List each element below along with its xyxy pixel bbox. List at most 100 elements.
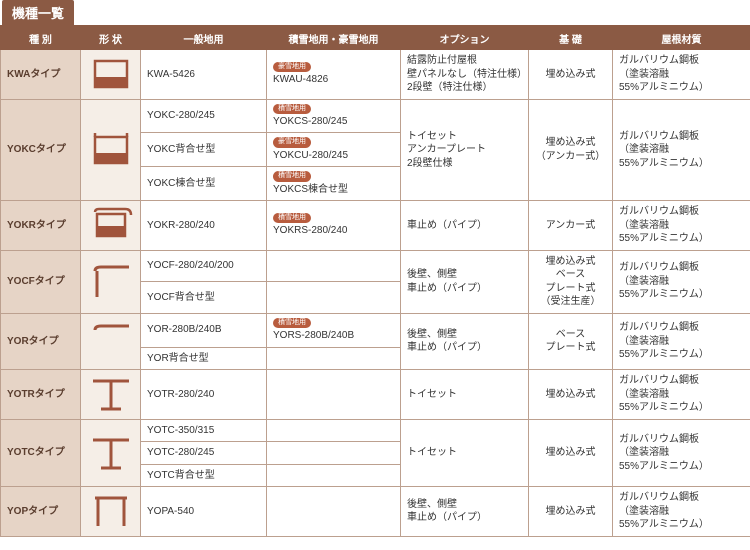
snow-model: KWAU-4826 — [273, 73, 328, 87]
table-row: YOPタイプ YOPA-540 後壁、側壁車止め（パイプ）埋め込み式ガルバリウム鋼板… — [1, 487, 750, 537]
option-cell: 車止め（パイプ） — [401, 201, 529, 251]
snow-cell — [267, 347, 401, 370]
shape-icon — [83, 492, 138, 530]
table-row: YORタイプYOR-280B/240B積雪地用YORS-280B/240B後壁、… — [1, 313, 750, 347]
option-cell: トイセットアンカープレート2段壁仕様 — [401, 99, 529, 201]
snow-cell — [267, 419, 401, 442]
option-cell: トイセット — [401, 419, 529, 487]
badge-heavy: 豪雪地用 — [273, 62, 311, 72]
general-cell: YOTC背合せ型 — [141, 464, 267, 487]
shape-cell — [81, 419, 141, 487]
table-row: KWAタイプKWA-5426豪雪地用KWAU-4826結露防止付屋根壁パネルなし… — [1, 50, 750, 100]
type-cell: YOTRタイプ — [1, 370, 81, 420]
general-cell: YOKC背合せ型 — [141, 133, 267, 167]
shape-cell — [81, 250, 141, 313]
base-cell: アンカー式 — [529, 201, 613, 251]
table-row: YOCFタイプYOCF-280/240/200後壁、側壁車止め（パイプ）埋め込み… — [1, 250, 750, 282]
base-cell: 埋め込み式ベースプレート式（受注生産） — [529, 250, 613, 313]
shape-cell — [81, 50, 141, 100]
general-cell: YOTC-280/245 — [141, 442, 267, 465]
material-cell: ガルバリウム鋼板（塗装溶融55%アルミニウム） — [613, 99, 750, 201]
type-cell: KWAタイプ — [1, 50, 81, 100]
shape-icon — [83, 131, 138, 169]
base-cell: 埋め込み式 — [529, 487, 613, 537]
snow-model: YOKRS-280/240 — [273, 224, 348, 238]
table-row: YOTCタイプYOTC-350/315トイセット埋め込み式ガルバリウム鋼板（塗装… — [1, 419, 750, 442]
option-cell: 後壁、側壁車止め（パイプ） — [401, 250, 529, 313]
snow-cell — [267, 370, 401, 420]
snow-cell — [267, 487, 401, 537]
material-cell: ガルバリウム鋼板（塗装溶融55%アルミニウム） — [613, 201, 750, 251]
snow-cell — [267, 464, 401, 487]
option-cell: 結露防止付屋根壁パネルなし（特注仕様）2段壁（特注仕様） — [401, 50, 529, 100]
base-cell: 埋め込み式 — [529, 370, 613, 420]
snow-cell — [267, 250, 401, 282]
th-gen: 一般地用 — [141, 28, 267, 50]
general-cell: YOR背合せ型 — [141, 347, 267, 370]
shape-icon — [83, 434, 138, 472]
material-cell: ガルバリウム鋼板（塗装溶融55%アルミニウム） — [613, 250, 750, 313]
shape-cell — [81, 487, 141, 537]
general-cell: YOPA-540 — [141, 487, 267, 537]
snow-cell: 積雪地用YOKRS-280/240 — [267, 201, 401, 251]
th-opt: オプション — [401, 28, 529, 50]
type-cell: YORタイプ — [1, 313, 81, 369]
model-table: 種 別 形 状 一般地用 積雪地用・豪雪地用 オプション 基 礎 屋根材質 KW… — [0, 27, 750, 537]
th-snow: 積雪地用・豪雪地用 — [267, 28, 401, 50]
badge-snow: 積雪地用 — [273, 104, 311, 114]
base-cell: 埋め込み式 — [529, 50, 613, 100]
general-cell: YOKR-280/240 — [141, 201, 267, 251]
shape-icon — [83, 322, 138, 360]
table-row: YOKRタイプYOKR-280/240積雪地用YOKRS-280/240車止め（… — [1, 201, 750, 251]
badge-snow: 積雪地用 — [273, 213, 311, 223]
type-cell: YOKRタイプ — [1, 201, 81, 251]
type-cell: YOTCタイプ — [1, 419, 81, 487]
badge-heavy: 豪雪地用 — [273, 137, 311, 147]
option-cell: 後壁、側壁車止め（パイプ） — [401, 313, 529, 369]
th-mat: 屋根材質 — [613, 28, 750, 50]
material-cell: ガルバリウム鋼板（塗装溶融55%アルミニウム） — [613, 313, 750, 369]
snow-model: YOKCS棟合せ型 — [273, 183, 348, 197]
material-cell: ガルバリウム鋼板（塗装溶融55%アルミニウム） — [613, 370, 750, 420]
base-cell: ベースプレート式 — [529, 313, 613, 369]
badge-snow: 積雪地用 — [273, 318, 311, 328]
shape-icon — [83, 55, 138, 93]
general-cell: YOKC棟合せ型 — [141, 167, 267, 201]
general-cell: YOTR-280/240 — [141, 370, 267, 420]
snow-model: YOKCU-280/245 — [273, 149, 348, 163]
snow-cell: 豪雪地用KWAU-4826 — [267, 50, 401, 100]
option-cell: トイセット — [401, 370, 529, 420]
general-cell: YOCF背合せ型 — [141, 282, 267, 314]
header-row: 種 別 形 状 一般地用 積雪地用・豪雪地用 オプション 基 礎 屋根材質 — [1, 28, 750, 50]
snow-cell: 積雪地用YOKCS-280/245 — [267, 99, 401, 133]
th-shape: 形 状 — [81, 28, 141, 50]
shape-cell — [81, 201, 141, 251]
shape-cell — [81, 370, 141, 420]
general-cell: YOR-280B/240B — [141, 313, 267, 347]
shape-cell — [81, 313, 141, 369]
snow-model: YORS-280B/240B — [273, 329, 354, 343]
badge-snow: 積雪地用 — [273, 171, 311, 181]
page-title: 機種一覧 — [2, 0, 74, 25]
option-cell: 後壁、側壁車止め（パイプ） — [401, 487, 529, 537]
shape-icon — [83, 375, 138, 413]
type-cell: YOPタイプ — [1, 487, 81, 537]
material-cell: ガルバリウム鋼板（塗装溶融55%アルミニウム） — [613, 419, 750, 487]
snow-cell: 積雪地用 YOKCS棟合せ型 — [267, 167, 401, 201]
material-cell: ガルバリウム鋼板（塗装溶融55%アルミニウム） — [613, 487, 750, 537]
snow-cell — [267, 442, 401, 465]
snow-cell — [267, 282, 401, 314]
table-row: YOTRタイプ YOTR-280/240 トイセット埋め込み式ガルバリウム鋼板（塗装… — [1, 370, 750, 420]
shape-icon — [83, 206, 138, 244]
type-cell: YOCFタイプ — [1, 250, 81, 313]
snow-cell: 積雪地用YORS-280B/240B — [267, 313, 401, 347]
snow-cell: 豪雪地用 YOKCU-280/245 — [267, 133, 401, 167]
base-cell: 埋め込み式（アンカー式） — [529, 99, 613, 201]
general-cell: YOCF-280/240/200 — [141, 250, 267, 282]
general-cell: KWA-5426 — [141, 50, 267, 100]
general-cell: YOTC-350/315 — [141, 419, 267, 442]
type-cell: YOKCタイプ — [1, 99, 81, 201]
table-row: YOKCタイプYOKC-280/245積雪地用YOKCS-280/245トイセッ… — [1, 99, 750, 133]
snow-model: YOKCS-280/245 — [273, 115, 348, 129]
base-cell: 埋め込み式 — [529, 419, 613, 487]
